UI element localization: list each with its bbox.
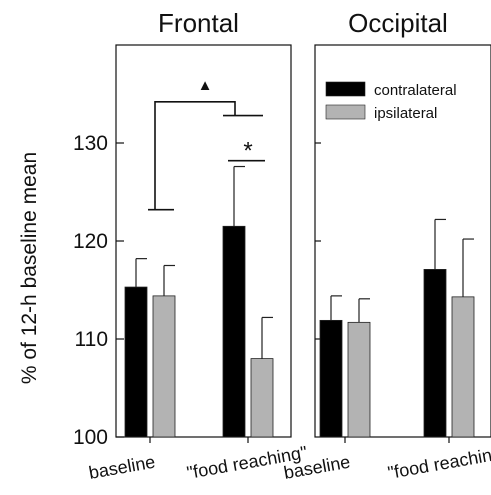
y-tick-label: 100 [73, 426, 108, 449]
bar-ipsilateral [250, 358, 274, 438]
panel-title: Frontal [158, 8, 239, 38]
significance-star: * [243, 138, 252, 165]
significance-bracket [148, 101, 263, 211]
legend-swatch [325, 81, 366, 97]
panel-frame [115, 44, 292, 438]
bar-ipsilateral [347, 321, 371, 438]
y-tick-label: 130 [73, 132, 108, 155]
significance-triangle-icon: ▲ [198, 77, 213, 94]
y-axis-label: % of 12-h baseline mean [18, 152, 41, 384]
legend-swatch [325, 104, 366, 120]
legend-label: ipsilateral [374, 105, 437, 122]
x-tick-label: baseline [87, 452, 157, 483]
bar-ipsilateral [451, 296, 475, 438]
bar-contralateral [319, 319, 343, 438]
bar-contralateral [423, 269, 447, 438]
y-tick-label: 120 [73, 230, 108, 253]
bar-contralateral [124, 286, 148, 438]
legend-label: contralateral [374, 82, 457, 99]
x-tick-label: "food reaching" [386, 442, 491, 483]
bar-contralateral [222, 225, 246, 438]
panel-title: Occipital [348, 8, 448, 38]
bar-ipsilateral [152, 295, 176, 438]
y-tick-label: 110 [75, 328, 108, 351]
y-axis: 100 110 120 130 [73, 132, 124, 449]
